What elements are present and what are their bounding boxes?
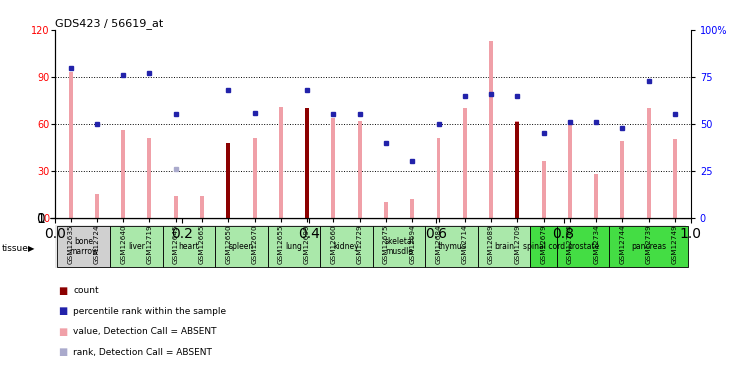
- Bar: [58, 226, 110, 267]
- Bar: [121, 130, 125, 218]
- Bar: [110, 226, 162, 267]
- Bar: [357, 121, 362, 218]
- Bar: [69, 72, 72, 217]
- Bar: [305, 108, 309, 218]
- Bar: [268, 226, 320, 267]
- Bar: [227, 142, 230, 218]
- Text: bone
marrow: bone marrow: [69, 237, 99, 256]
- Text: lung: lung: [286, 242, 303, 251]
- Bar: [647, 108, 651, 218]
- Text: skeletal
musdle: skeletal musdle: [385, 237, 414, 256]
- Text: ■: ■: [58, 286, 68, 296]
- Bar: [200, 196, 204, 217]
- Bar: [594, 174, 598, 217]
- Bar: [478, 226, 531, 267]
- Bar: [436, 138, 441, 218]
- Text: ■: ■: [58, 306, 68, 316]
- Bar: [227, 142, 230, 218]
- Bar: [174, 196, 178, 217]
- Text: brain: brain: [494, 242, 514, 251]
- Text: count: count: [73, 286, 99, 295]
- Text: GDS423 / 56619_at: GDS423 / 56619_at: [55, 18, 163, 29]
- Text: tissue: tissue: [2, 244, 29, 253]
- Text: spleen: spleen: [229, 242, 254, 251]
- Text: spinal cord: spinal cord: [523, 242, 564, 251]
- Text: rank, Detection Call = ABSENT: rank, Detection Call = ABSENT: [73, 348, 212, 357]
- Text: ■: ■: [58, 327, 68, 337]
- Text: prostate: prostate: [567, 242, 599, 251]
- Bar: [489, 41, 493, 218]
- Text: thymus: thymus: [437, 242, 466, 251]
- Bar: [531, 226, 557, 267]
- Bar: [215, 226, 268, 267]
- Text: liver: liver: [128, 242, 145, 251]
- Bar: [515, 121, 519, 218]
- Bar: [305, 108, 309, 218]
- Bar: [279, 106, 283, 218]
- Bar: [425, 226, 478, 267]
- Text: ▶: ▶: [28, 244, 34, 253]
- Bar: [373, 226, 425, 267]
- Bar: [331, 117, 336, 218]
- Bar: [95, 194, 99, 217]
- Text: heart: heart: [178, 242, 199, 251]
- Text: pancreas: pancreas: [631, 242, 667, 251]
- Bar: [568, 122, 572, 218]
- Bar: [410, 199, 414, 217]
- Bar: [673, 140, 677, 218]
- Bar: [515, 122, 519, 218]
- Bar: [162, 226, 215, 267]
- Bar: [384, 202, 388, 217]
- Text: value, Detection Call = ABSENT: value, Detection Call = ABSENT: [73, 327, 216, 336]
- Text: percentile rank within the sample: percentile rank within the sample: [73, 307, 226, 316]
- Bar: [542, 161, 545, 218]
- Bar: [610, 226, 688, 267]
- Bar: [320, 226, 373, 267]
- Bar: [253, 138, 257, 218]
- Bar: [557, 226, 610, 267]
- Bar: [463, 108, 467, 218]
- Text: kidney: kidney: [334, 242, 360, 251]
- Bar: [621, 141, 624, 218]
- Bar: [148, 138, 151, 218]
- Text: ■: ■: [58, 348, 68, 357]
